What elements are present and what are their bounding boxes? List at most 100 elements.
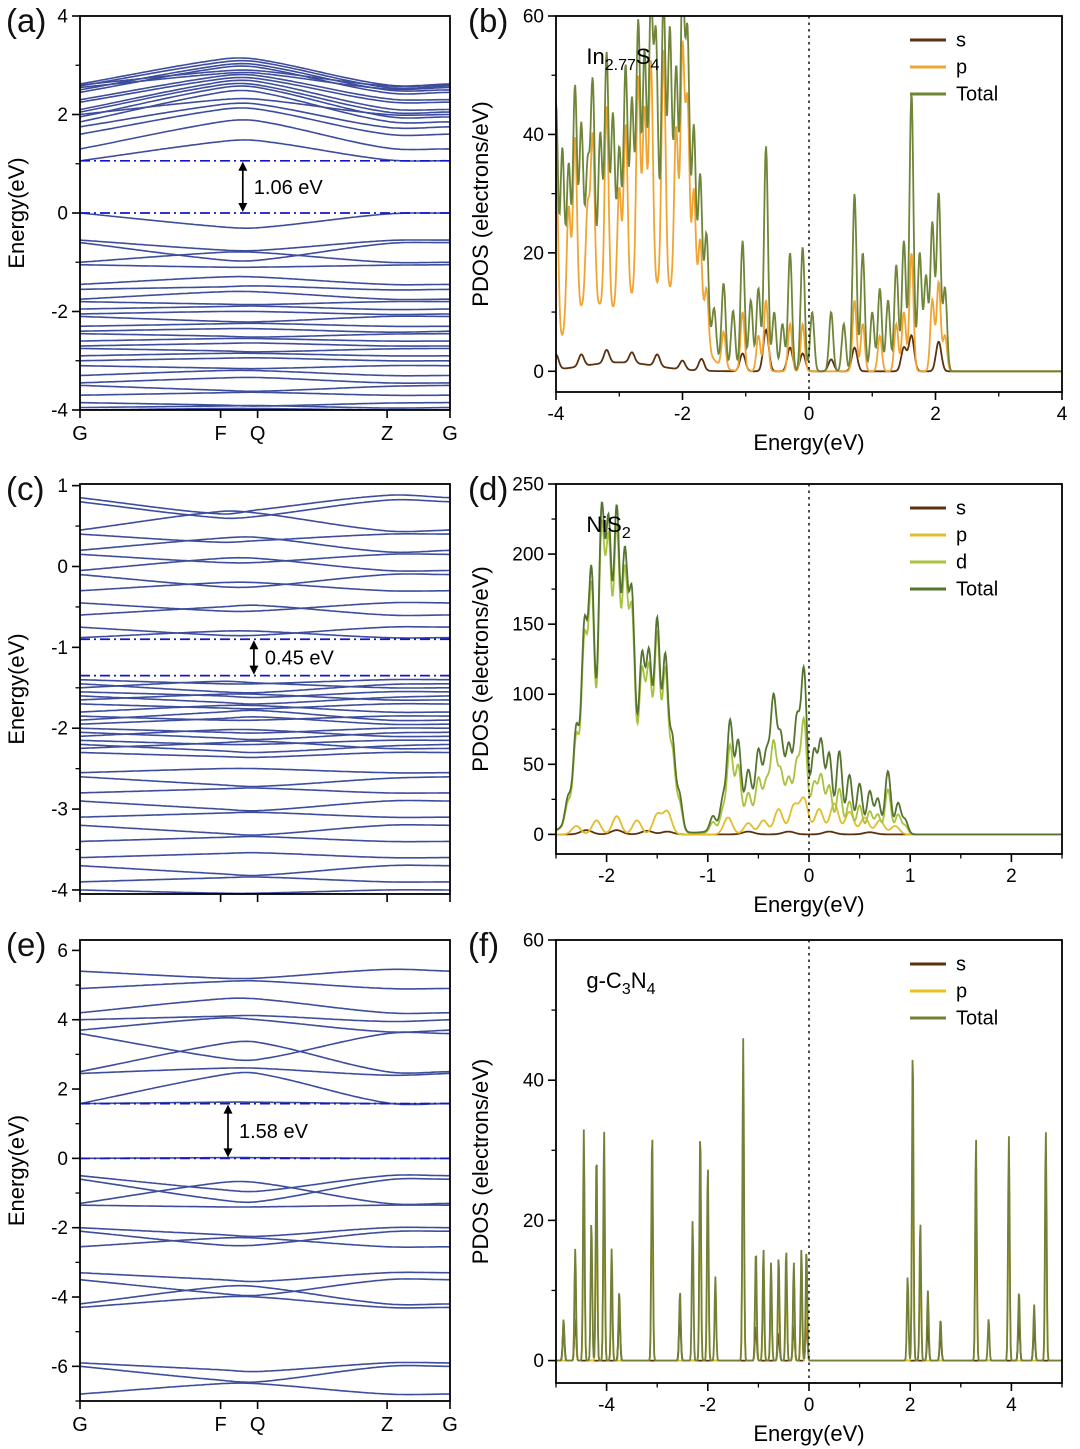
svg-text:0: 0 (804, 1395, 815, 1416)
svg-text:-2: -2 (51, 302, 68, 323)
svg-text:50: 50 (523, 755, 544, 776)
svg-text:-3: -3 (51, 800, 68, 821)
svg-text:-4: -4 (598, 1395, 615, 1416)
panel-b-label: (b) (468, 2, 509, 39)
svg-text:4: 4 (57, 7, 68, 28)
svg-text:2: 2 (57, 1080, 68, 1101)
svg-text:0: 0 (57, 204, 68, 225)
svg-text:Energy(eV): Energy(eV) (753, 892, 864, 917)
svg-text:Energy(eV): Energy(eV) (4, 633, 29, 744)
svg-text:2: 2 (930, 404, 941, 425)
svg-text:0: 0 (57, 557, 68, 578)
svg-text:p: p (956, 57, 967, 79)
svg-text:G: G (72, 1414, 88, 1436)
svg-text:20: 20 (523, 1211, 544, 1232)
pdos-chart-b: 0 20 40 60 -4 -2 0 2 4 Energy(eV) PDOS (electrons/… (468, 7, 1068, 456)
panel-a: (a) 1.06 eV -4 -2 0 2 4 G F Q Z G Energy(eV) (0, 0, 462, 458)
svg-text:2: 2 (905, 1395, 916, 1416)
band-structure-chart-c: 0.45 eV -4 -3 -2 -1 0 1 Energy(eV) (4, 476, 451, 902)
svg-text:g-C3N4: g-C3N4 (586, 968, 655, 998)
svg-text:1.58 eV: 1.58 eV (239, 1121, 309, 1143)
pdos-chart-f: 0 20 40 60 -4 -2 0 2 4 Energy(eV) PDOS (electrons/… (468, 931, 1063, 1446)
panel-c: (c) 0.45 eV -4 -3 -2 -1 0 1 Energy(eV) (0, 468, 462, 920)
svg-text:40: 40 (523, 125, 544, 146)
svg-text:-4: -4 (51, 880, 68, 901)
svg-text:-1: -1 (51, 638, 68, 659)
svg-text:In2.77S4: In2.77S4 (586, 44, 659, 74)
svg-text:20: 20 (523, 243, 544, 264)
svg-text:0: 0 (533, 825, 544, 846)
svg-text:0: 0 (533, 1351, 544, 1372)
band-structure-chart-a: 1.06 eV -4 -2 0 2 4 G F Q Z G Energy(eV) (4, 7, 458, 446)
svg-text:G: G (442, 423, 458, 445)
svg-text:-2: -2 (51, 719, 68, 740)
svg-text:200: 200 (512, 545, 544, 566)
panel-f: (f) 0 20 40 60 -4 -2 0 2 4 Energy(eV) PDOS (electr… (462, 924, 1080, 1449)
svg-text:1.06 eV: 1.06 eV (254, 177, 324, 199)
svg-text:-6: -6 (51, 1357, 68, 1378)
svg-text:4: 4 (1057, 404, 1068, 425)
svg-text:100: 100 (512, 685, 544, 706)
svg-text:-2: -2 (674, 404, 691, 425)
svg-text:Energy(eV): Energy(eV) (4, 1115, 29, 1226)
svg-text:150: 150 (512, 615, 544, 636)
svg-text:-1: -1 (699, 866, 716, 887)
svg-text:Z: Z (381, 1414, 393, 1436)
svg-text:40: 40 (523, 1071, 544, 1092)
svg-text:1: 1 (905, 866, 916, 887)
svg-text:s: s (956, 954, 966, 976)
svg-text:4: 4 (1006, 1395, 1017, 1416)
svg-text:0: 0 (533, 362, 544, 383)
svg-text:1: 1 (57, 476, 68, 497)
svg-text:4: 4 (57, 1010, 68, 1031)
panel-a-label: (a) (6, 2, 47, 39)
svg-text:PDOS (electrons/eV): PDOS (electrons/eV) (468, 101, 493, 306)
pdos-chart-d: 0 50 100 150 200 250 -2 -1 0 1 2 Energy(eV) PDOS (el… (468, 475, 1063, 917)
svg-text:Energy(eV): Energy(eV) (753, 1421, 864, 1446)
svg-text:-2: -2 (598, 866, 615, 887)
svg-text:F: F (214, 1414, 226, 1436)
svg-text:0: 0 (804, 404, 815, 425)
svg-text:-4: -4 (51, 1288, 68, 1309)
panel-d: (d) 0 50 100 150 200 250 -2 -1 0 1 2 Energy(eV) PDOS… (462, 468, 1080, 920)
svg-text:d: d (956, 552, 967, 574)
svg-text:F: F (214, 423, 226, 445)
svg-text:Q: Q (250, 1414, 266, 1436)
svg-text:60: 60 (523, 7, 544, 28)
svg-text:Q: Q (250, 423, 266, 445)
svg-text:60: 60 (523, 931, 544, 952)
svg-text:NiS2: NiS2 (586, 512, 630, 542)
panel-b: (b) 0 20 40 60 -4 -2 0 2 4 Energy(eV) PDOS (electr… (462, 0, 1080, 458)
svg-text:Z: Z (381, 423, 393, 445)
svg-text:Total: Total (956, 579, 998, 601)
svg-text:-4: -4 (548, 404, 565, 425)
panel-d-label: (d) (468, 470, 509, 507)
panel-e: (e) 1.58 eV -6 -4 -2 0 2 4 6 G F Q Z G Energy(eV) (0, 924, 462, 1449)
svg-text:PDOS (electrons/eV): PDOS (electrons/eV) (468, 1059, 493, 1264)
panel-c-label: (c) (6, 470, 45, 507)
svg-text:250: 250 (512, 475, 544, 496)
panel-e-label: (e) (6, 926, 47, 963)
svg-text:s: s (956, 498, 966, 520)
svg-text:G: G (442, 1414, 458, 1436)
panel-f-label: (f) (468, 926, 500, 963)
svg-text:Energy(eV): Energy(eV) (4, 157, 29, 268)
svg-text:PDOS (electrons/eV): PDOS (electrons/eV) (468, 566, 493, 771)
svg-text:0: 0 (804, 866, 815, 887)
svg-text:2: 2 (57, 105, 68, 126)
svg-text:-4: -4 (51, 401, 68, 422)
svg-text:6: 6 (57, 941, 68, 962)
svg-text:0: 0 (57, 1149, 68, 1170)
svg-text:Energy(eV): Energy(eV) (753, 430, 864, 455)
svg-text:2: 2 (1006, 866, 1017, 887)
svg-text:0.45 eV: 0.45 eV (265, 647, 335, 669)
svg-text:s: s (956, 30, 966, 52)
svg-text:Total: Total (956, 84, 998, 106)
svg-text:p: p (956, 981, 967, 1003)
svg-text:-2: -2 (699, 1395, 716, 1416)
band-structure-chart-e: 1.58 eV -6 -4 -2 0 2 4 6 G F Q Z G Energy(eV) (4, 939, 458, 1436)
svg-text:G: G (72, 423, 88, 445)
svg-text:Total: Total (956, 1008, 998, 1030)
svg-text:-2: -2 (51, 1218, 68, 1239)
